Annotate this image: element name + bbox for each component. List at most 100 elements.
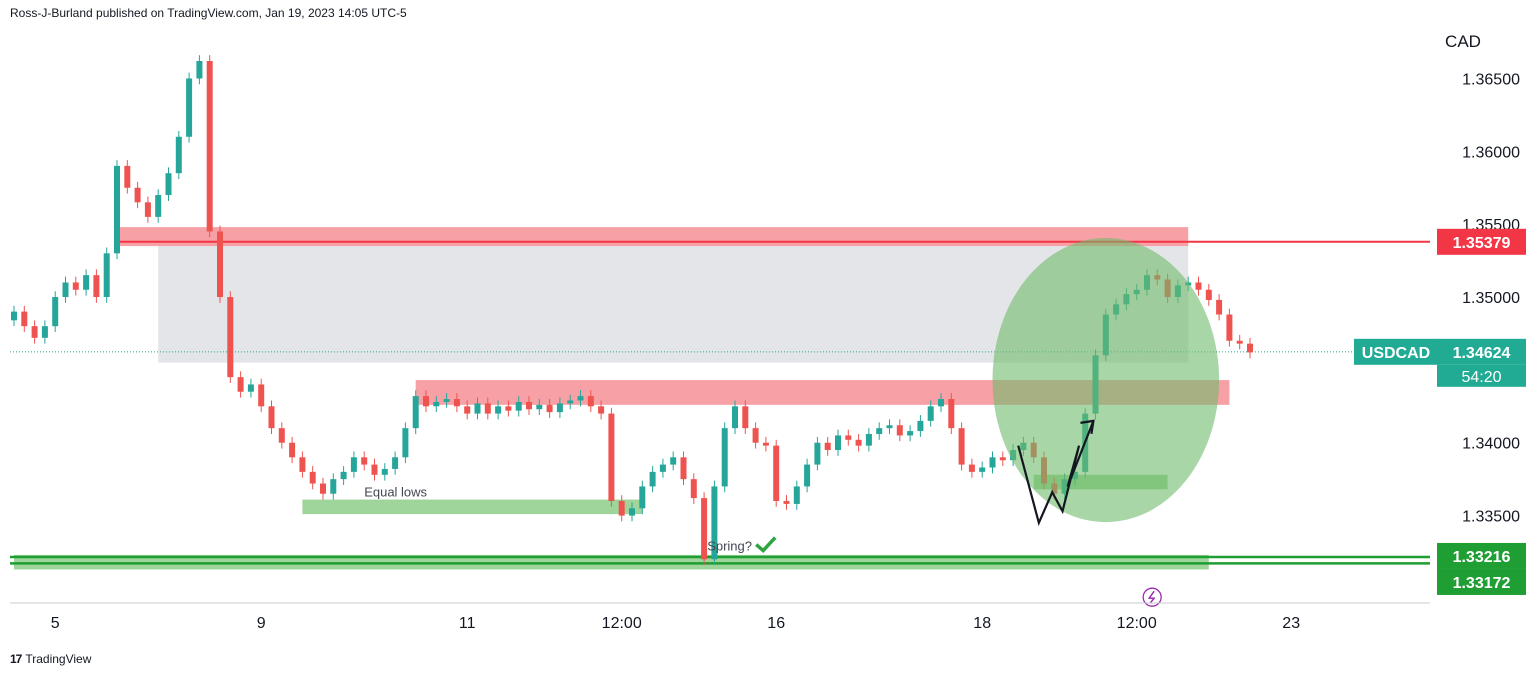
candle-body: [392, 457, 399, 469]
candle: [371, 458, 378, 481]
candle-body: [989, 457, 996, 468]
y-tick-label: 1.34000: [1462, 436, 1520, 453]
x-tick-label: 18: [973, 615, 991, 632]
candle-body: [567, 400, 574, 404]
candle-body: [361, 457, 368, 465]
candle-body: [217, 231, 223, 298]
countdown-label-bg: [1437, 364, 1526, 387]
candle: [556, 397, 563, 418]
candle-body: [690, 479, 697, 499]
candle-body: [278, 428, 285, 443]
footer: 17 TradingView: [10, 652, 91, 666]
highlight-circle: [992, 238, 1220, 523]
y-tick-label: 1.36500: [1462, 71, 1520, 88]
candle-body: [546, 404, 553, 413]
candle: [412, 390, 419, 434]
candle: [639, 480, 646, 515]
price-labels-layer: 1.35379 1.33216 1.33172 USDCAD 1.34624 54:20: [1354, 228, 1526, 595]
candle-body: [598, 406, 605, 414]
support-price-label-2: 1.33172: [1453, 575, 1511, 592]
candle-body: [474, 403, 481, 414]
candle-body: [1205, 289, 1212, 300]
x-tick-label: 12:00: [602, 615, 642, 632]
candle: [690, 473, 697, 504]
candle: [536, 399, 543, 416]
candle-body: [72, 282, 79, 290]
candle-body: [773, 445, 780, 502]
candle-body: [433, 401, 440, 407]
candle-body: [227, 297, 234, 378]
last-price-label: 1.34624: [1453, 345, 1511, 362]
candle-body: [938, 399, 944, 407]
candle-body: [865, 433, 872, 446]
candle-body: [41, 326, 48, 338]
candle-body: [206, 60, 213, 232]
candle-body: [309, 471, 316, 484]
candle-body: [196, 60, 203, 79]
candle: [999, 451, 1006, 467]
candle: [824, 436, 831, 456]
candle: [11, 305, 17, 327]
candle: [268, 400, 275, 434]
candle: [453, 393, 460, 413]
support-price-label-1-bg: [1437, 542, 1526, 569]
w-pattern-drawing: [1017, 420, 1095, 527]
candle-body: [371, 464, 378, 475]
candle: [845, 429, 852, 446]
candle: [711, 480, 718, 566]
candle: [927, 400, 934, 427]
x-tick-label: 5: [51, 615, 60, 632]
candle-body: [556, 403, 563, 413]
candle-body: [824, 442, 831, 451]
candle: [484, 397, 491, 420]
candle-body: [247, 384, 254, 392]
candle: [227, 291, 234, 383]
candle: [721, 422, 728, 493]
candle-body: [340, 471, 347, 480]
candle: [948, 393, 955, 434]
candle-body: [165, 173, 172, 196]
tradingview-logo-icon: 17: [10, 652, 22, 666]
currency-label: CAD: [1445, 32, 1481, 51]
candle: [350, 451, 357, 478]
candle: [855, 433, 862, 452]
candle: [464, 400, 471, 420]
candle-body: [412, 396, 419, 429]
candle-body: [732, 406, 738, 429]
candle: [361, 451, 368, 471]
candle: [31, 320, 38, 344]
candle-body: [103, 253, 110, 298]
candle-body: [649, 471, 656, 487]
candle: [309, 466, 316, 490]
candle: [567, 394, 574, 410]
candle: [896, 419, 903, 442]
candle-body: [443, 399, 450, 402]
candle: [752, 422, 759, 449]
candle: [206, 55, 213, 238]
candle-body: [968, 464, 975, 472]
candle-body: [453, 399, 460, 407]
candle-body: [999, 457, 1006, 461]
candle: [938, 393, 944, 413]
last-price-label-bg: [1437, 338, 1526, 365]
candle: [958, 422, 965, 471]
candle: [546, 399, 553, 418]
candle: [495, 400, 502, 420]
candle-body: [639, 486, 646, 509]
x-tick-label: 23: [1282, 615, 1300, 632]
candle-body: [876, 428, 883, 434]
candle-body: [134, 187, 141, 203]
candle-body: [464, 406, 471, 414]
candle-body: [515, 401, 522, 411]
candle: [1195, 276, 1202, 296]
candle: [1216, 294, 1223, 321]
candle: [320, 477, 326, 500]
candle-body: [526, 401, 532, 410]
candle: [793, 480, 800, 510]
candle-body: [155, 195, 162, 217]
candle-body: [907, 431, 914, 436]
candle: [289, 436, 296, 464]
checkmark-icon: [755, 536, 777, 553]
candle-body: [62, 282, 69, 298]
